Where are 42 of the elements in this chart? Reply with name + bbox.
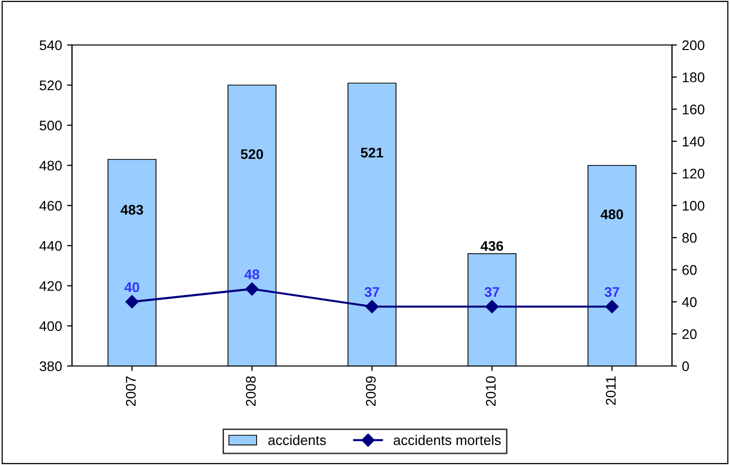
data-label: 40	[124, 282, 140, 292]
data-label: 436	[480, 241, 504, 251]
y2-tick-label: 140	[682, 136, 704, 146]
data-label: 37	[484, 287, 500, 297]
y2-tick-label: 0	[682, 361, 689, 372]
x-tick-label: 2008	[246, 376, 256, 406]
y2-tick-label: 120	[682, 168, 704, 179]
y-tick-label: 400	[39, 321, 62, 332]
y-tick-label: 380	[40, 361, 62, 372]
y2-tick-label: 100	[682, 200, 704, 211]
y2-tick-label: 20	[682, 329, 697, 340]
data-label: 521	[360, 148, 384, 158]
x-tick-label: 2009	[366, 376, 376, 406]
y-tick-label: 500	[40, 120, 62, 130]
y2-tick-label: 160	[682, 104, 704, 114]
x-tick-label: 2010	[486, 376, 496, 406]
y-tick-label: 540	[40, 40, 62, 50]
data-label: 48	[244, 269, 260, 280]
y2-tick-label: 60	[682, 265, 697, 275]
y2-tick-label: 180	[682, 72, 704, 82]
y2-tick-label: 80	[682, 232, 697, 243]
legend-label: accidents	[268, 434, 326, 446]
y2-tick-label: 40	[682, 297, 697, 307]
y-tick-label: 480	[39, 160, 62, 171]
data-label: 37	[364, 287, 380, 297]
point	[245, 282, 259, 296]
point	[605, 300, 619, 314]
y-tick-label: 460	[39, 200, 62, 211]
y-tick-label: 440	[39, 240, 62, 251]
x-tick-label: 2007	[126, 376, 136, 406]
y-tick-label: 420	[39, 281, 62, 291]
y-tick-label: 520	[40, 80, 62, 90]
x-tick-label: 2011	[606, 376, 616, 405]
data-label: 37	[604, 287, 620, 297]
point	[125, 295, 139, 308]
point	[485, 300, 499, 314]
legend-label: accidents mortels	[394, 434, 501, 446]
data-label: 480	[600, 209, 624, 220]
point	[365, 300, 379, 314]
data-label: 520	[240, 149, 264, 160]
y2-tick-label: 200	[682, 40, 704, 50]
data-label: 483	[120, 204, 144, 215]
